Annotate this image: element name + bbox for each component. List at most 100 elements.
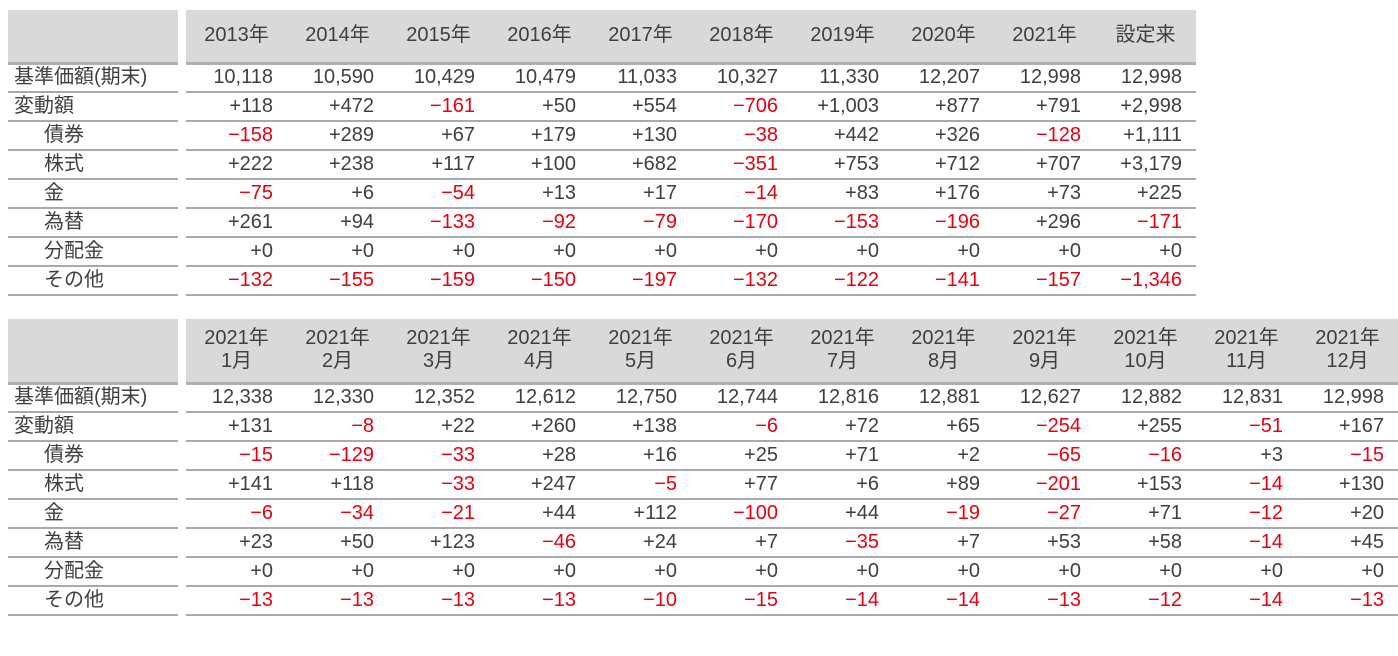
value-cell: 12,627 bbox=[994, 383, 1095, 413]
value-cell: +179 bbox=[489, 121, 590, 151]
row-label: 金 bbox=[8, 499, 178, 529]
column-gap bbox=[178, 208, 186, 237]
value-cell: +326 bbox=[893, 121, 994, 151]
value-cell: 12,338 bbox=[186, 383, 287, 413]
value-cell: +247 bbox=[489, 470, 590, 500]
value-cell: 12,330 bbox=[287, 383, 388, 413]
column-header-year: 2021年 bbox=[1113, 327, 1178, 350]
value-cell: +94 bbox=[287, 208, 388, 238]
column-gap bbox=[178, 92, 186, 121]
value-cell: 12,881 bbox=[893, 383, 994, 413]
value-cell: −14 bbox=[691, 179, 792, 209]
value-cell: −34 bbox=[287, 499, 388, 529]
value-cell: +22 bbox=[388, 412, 489, 442]
column-gap bbox=[178, 121, 186, 150]
value-cell: −92 bbox=[489, 208, 590, 238]
column-gap bbox=[178, 319, 186, 383]
value-cell: −133 bbox=[388, 208, 489, 238]
value-cell: −19 bbox=[893, 499, 994, 529]
row-label: 株式 bbox=[8, 150, 178, 180]
value-cell: +24 bbox=[590, 528, 691, 558]
value-cell: −14 bbox=[893, 586, 994, 616]
column-header-month: 8月 bbox=[927, 350, 960, 373]
value-cell: +130 bbox=[1297, 470, 1398, 500]
value-cell: +877 bbox=[893, 92, 994, 122]
value-cell: +0 bbox=[186, 237, 287, 267]
row-label: 分配金 bbox=[8, 557, 178, 587]
value-cell: −16 bbox=[1095, 441, 1196, 471]
value-cell: +0 bbox=[994, 237, 1095, 267]
column-header-year: 2021年 bbox=[305, 327, 370, 350]
value-cell: −159 bbox=[388, 266, 489, 296]
value-cell: 12,998 bbox=[994, 63, 1095, 93]
value-cell: +0 bbox=[1095, 557, 1196, 587]
value-cell: −158 bbox=[186, 121, 287, 151]
column-header-month: 3月 bbox=[422, 350, 455, 373]
value-cell: −14 bbox=[792, 586, 893, 616]
value-cell: −132 bbox=[186, 266, 287, 296]
value-cell: +100 bbox=[489, 150, 590, 180]
value-cell: 11,033 bbox=[590, 63, 691, 93]
value-cell: +23 bbox=[186, 528, 287, 558]
value-cell: +44 bbox=[489, 499, 590, 529]
value-cell: +0 bbox=[489, 557, 590, 587]
value-cell: 12,816 bbox=[792, 383, 893, 413]
value-cell: −197 bbox=[590, 266, 691, 296]
column-gap bbox=[178, 441, 186, 470]
value-cell: −6 bbox=[186, 499, 287, 529]
monthly-performance-table: 2021年 1月 2021年 2月 2021年 3月 2021年 4月 2021年 5月 2021年… bbox=[8, 319, 1398, 616]
value-cell: +53 bbox=[994, 528, 1095, 558]
column-header: 2021年 11月 bbox=[1196, 319, 1297, 385]
column-gap bbox=[178, 179, 186, 208]
table-row: 分配金 +0 +0 +0 +0 +0 +0 +0 +0 +0 +0 bbox=[8, 237, 1196, 267]
value-cell: +0 bbox=[186, 557, 287, 587]
value-cell: +7 bbox=[691, 528, 792, 558]
value-cell: −13 bbox=[388, 586, 489, 616]
value-cell: −15 bbox=[186, 441, 287, 471]
value-cell: +83 bbox=[792, 179, 893, 209]
value-cell: −6 bbox=[691, 412, 792, 442]
value-cell: +0 bbox=[1095, 237, 1196, 267]
column-gap bbox=[178, 10, 186, 63]
value-cell: +791 bbox=[994, 92, 1095, 122]
value-cell: +50 bbox=[287, 528, 388, 558]
value-cell: −51 bbox=[1196, 412, 1297, 442]
table-row: 変動額 +118 +472 −161 +50 +554 −706 +1,003 +877 +791… bbox=[8, 92, 1196, 122]
value-cell: +0 bbox=[287, 557, 388, 587]
value-cell: +6 bbox=[792, 470, 893, 500]
value-cell: +0 bbox=[893, 557, 994, 587]
value-cell: +72 bbox=[792, 412, 893, 442]
value-cell: −14 bbox=[1196, 470, 1297, 500]
column-gap bbox=[178, 528, 186, 557]
column-header: 2021年 10月 bbox=[1095, 319, 1196, 385]
column-header-year: 2021年 bbox=[608, 327, 673, 350]
value-cell: +554 bbox=[590, 92, 691, 122]
column-header-month: 5月 bbox=[624, 350, 657, 373]
value-cell: +225 bbox=[1095, 179, 1196, 209]
value-cell: −13 bbox=[1297, 586, 1398, 616]
value-cell: −33 bbox=[388, 470, 489, 500]
value-cell: 12,612 bbox=[489, 383, 590, 413]
column-header: 2021年 4月 bbox=[489, 319, 590, 385]
value-cell: +67 bbox=[388, 121, 489, 151]
value-cell: 10,479 bbox=[489, 63, 590, 93]
table-row: 債券 −158 +289 +67 +179 +130 −38 +442 +326 −128 +1,1… bbox=[8, 121, 1196, 151]
yearly-performance-table: 2013年 2014年 2015年 2016年 2017年 2018年 2019年 2020年… bbox=[8, 10, 1196, 296]
value-cell: −706 bbox=[691, 92, 792, 122]
value-cell: −100 bbox=[691, 499, 792, 529]
value-cell: +13 bbox=[489, 179, 590, 209]
value-cell: +0 bbox=[590, 237, 691, 267]
column-header-month: 11月 bbox=[1226, 350, 1267, 373]
value-cell: +16 bbox=[590, 441, 691, 471]
value-cell: −65 bbox=[994, 441, 1095, 471]
column-header: 2021年 5月 bbox=[590, 319, 691, 385]
table-row: 分配金 +0 +0 +0 +0 +0 +0 +0 +0 +0 +0 +0 +0 bbox=[8, 557, 1398, 587]
value-cell: +289 bbox=[287, 121, 388, 151]
column-header: 2021年 3月 bbox=[388, 319, 489, 385]
value-cell: +50 bbox=[489, 92, 590, 122]
header-row: 2021年 1月 2021年 2月 2021年 3月 2021年 4月 2021年 5月 2021年… bbox=[8, 319, 1398, 385]
table-row: その他 −132 −155 −159 −150 −197 −132 −122 −141 −157−… bbox=[8, 266, 1196, 296]
value-cell: +0 bbox=[590, 557, 691, 587]
value-cell: −201 bbox=[994, 470, 1095, 500]
column-header-month: 6月 bbox=[725, 350, 758, 373]
